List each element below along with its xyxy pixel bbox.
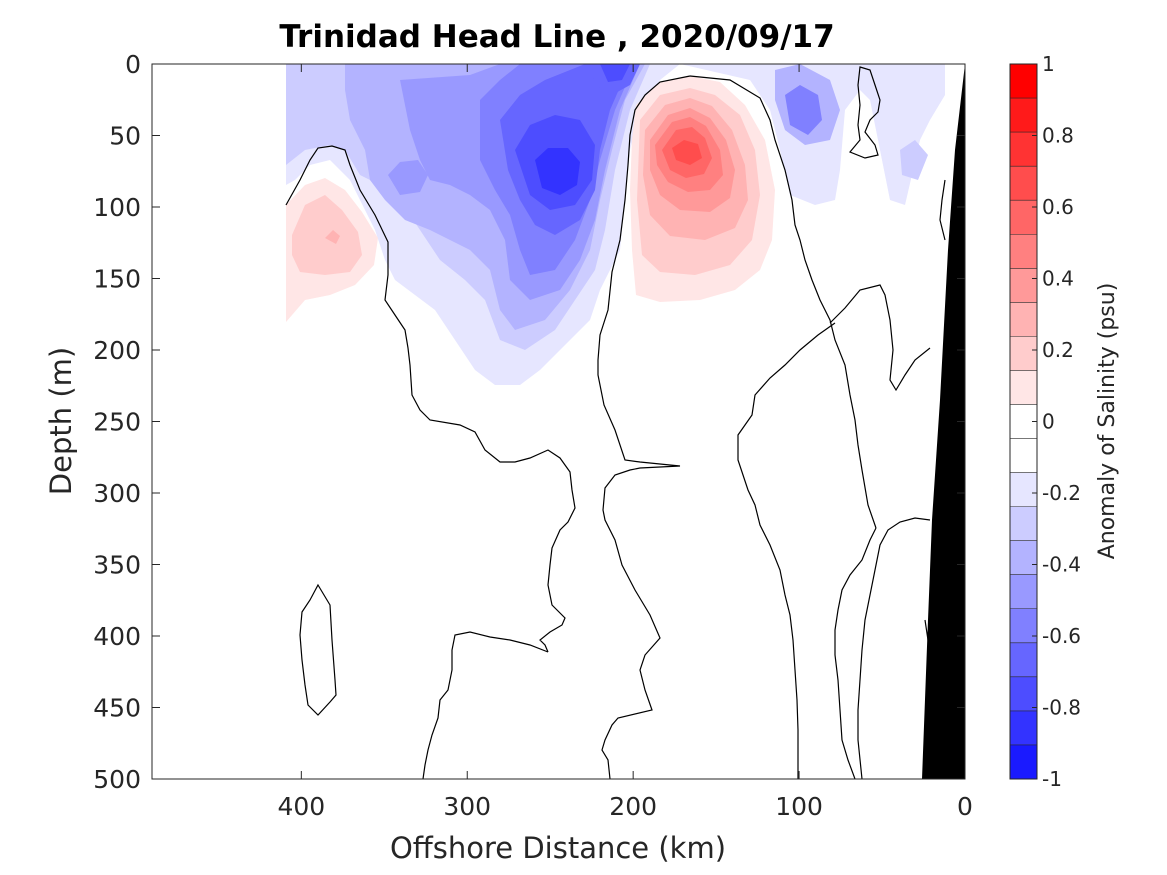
colorbar-swatch <box>1010 234 1037 269</box>
colorbar-swatch <box>1010 574 1037 610</box>
colorbar-tick-label: -1 <box>1042 767 1062 791</box>
positive-region-l7 <box>672 140 702 165</box>
y-tick-label: 50 <box>109 122 141 151</box>
bathymetry <box>922 64 965 779</box>
colorbar-swatch <box>1010 710 1037 746</box>
zero-contour-east-4 <box>857 517 931 779</box>
colorbar-ticks: 1 0.8 0.6 0.4 0.2 0 -0.2 -0.4 -0.6 -0.8 -1 <box>1032 52 1081 791</box>
colorbar-tick-label: 0.8 <box>1042 124 1074 148</box>
zero-contour-red-east <box>689 75 877 529</box>
x-tick-label: 400 <box>277 792 325 821</box>
plot-content <box>285 64 965 779</box>
colorbar-swatch <box>1010 676 1037 712</box>
colorbar-tick-label: 1 <box>1042 52 1055 76</box>
colorbar-swatch <box>1010 302 1037 337</box>
zero-contour-loop-deep <box>299 583 337 716</box>
zero-contour-loop-surface <box>849 66 881 159</box>
positive-region-west-core <box>325 230 340 244</box>
y-tick-label: 500 <box>93 765 141 794</box>
y-tick-label: 250 <box>93 408 141 437</box>
y-tick-label: 450 <box>93 694 141 723</box>
colorbar-tick-label: -0.4 <box>1042 553 1081 577</box>
colorbar-swatch <box>1010 438 1037 474</box>
zero-contour-east-2 <box>737 322 836 779</box>
x-tick-label: 200 <box>609 792 657 821</box>
colorbar-swatch <box>1010 132 1037 167</box>
y-tick-label: 200 <box>93 336 141 365</box>
x-tick-label: 0 <box>957 792 973 821</box>
colorbar-tick-label: 0 <box>1042 410 1055 434</box>
colorbar-swatch <box>1010 98 1037 133</box>
y-tick-label: 100 <box>93 193 141 222</box>
colorbar-swatch <box>1010 472 1037 508</box>
y-tick-label: 0 <box>125 50 141 79</box>
zero-contour-east-3 <box>834 527 877 779</box>
colorbar-swatch <box>1010 336 1037 371</box>
y-tick-label: 350 <box>93 551 141 580</box>
colorbar-swatch <box>1010 540 1037 576</box>
negative-region-west-blob <box>388 160 428 195</box>
colorbar-tick-label: 0.2 <box>1042 338 1074 362</box>
negative-region-l8 <box>535 148 580 195</box>
chart-title: Trinidad Head Line , 2020/09/17 <box>279 19 834 55</box>
negative-region-east-small <box>900 140 928 180</box>
y-axis-label: Depth (m) <box>44 347 78 495</box>
zero-contour-central <box>597 75 691 779</box>
colorbar-tick-label: -0.2 <box>1042 481 1081 505</box>
y-tick-label: 150 <box>93 265 141 294</box>
colorbar-swatch <box>1010 642 1037 678</box>
colorbar-tick-label: 0.4 <box>1042 267 1074 291</box>
colorbar-swatch <box>1010 166 1037 201</box>
x-tick-label: 300 <box>443 792 491 821</box>
colorbar-tick-label: -0.6 <box>1042 624 1081 648</box>
colorbar-tick-label: -0.8 <box>1042 696 1081 720</box>
x-axis: 400 300 200 100 0 <box>277 64 973 821</box>
colorbar-swatch <box>1010 608 1037 644</box>
colorbar-swatch <box>1010 268 1037 303</box>
negative-region-surface-core <box>600 64 630 82</box>
x-axis-label: Offshore Distance (km) <box>390 831 726 865</box>
y-tick-label: 400 <box>93 622 141 651</box>
y-axis: 0 50 100 150 200 250 300 350 400 450 500 <box>93 50 965 794</box>
colorbar-swatch <box>1010 370 1037 405</box>
x-tick-label: 100 <box>775 792 823 821</box>
colorbar <box>1010 63 1037 780</box>
colorbar-label: Anomaly of Salinity (psu) <box>1095 283 1120 560</box>
zero-contour-east-shelf <box>939 179 946 241</box>
colorbar-swatch <box>1010 200 1037 235</box>
zero-contour-east-1 <box>829 284 931 392</box>
zero-contour-deep-west <box>422 631 549 779</box>
colorbar-swatch <box>1010 506 1037 542</box>
y-tick-label: 300 <box>93 479 141 508</box>
zero-contour-west <box>285 145 576 653</box>
positive-region-west-l2 <box>292 195 362 275</box>
colorbar-swatch <box>1010 64 1037 99</box>
colorbar-tick-label: 0.6 <box>1042 195 1074 219</box>
negative-region-east-core <box>785 85 822 135</box>
colorbar-swatch <box>1010 744 1037 780</box>
